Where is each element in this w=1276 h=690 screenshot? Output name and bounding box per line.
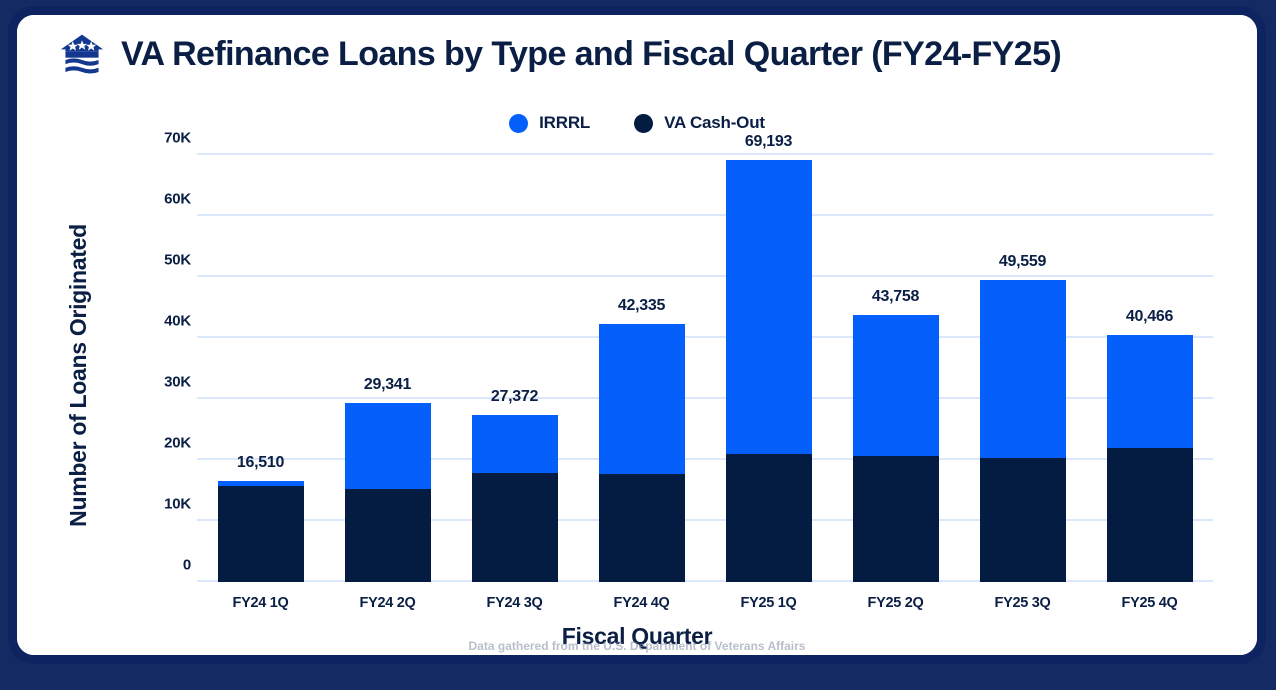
bar-segment-irrrl[interactable] [725, 159, 812, 454]
x-axis-tick-label: FY25 1Q [740, 595, 797, 611]
chart-legend: IRRRL VA Cash-Out [17, 113, 1257, 133]
bar-total-label: 27,372 [490, 388, 539, 406]
bar-group: 16,510 FY24 1Q [197, 155, 324, 611]
bar-stack[interactable] [471, 415, 558, 582]
bar-group: 69,193 FY25 1Q [705, 133, 832, 611]
bar-total-label: 49,559 [998, 252, 1047, 270]
bar-group: 29,341 FY24 2Q [324, 155, 451, 611]
x-axis-title: Fiscal Quarter [561, 623, 713, 649]
footnote-text: Data gathered from the U.S. Department o… [468, 639, 806, 653]
gridline [197, 458, 1213, 460]
y-axis-tick-label: 20K [164, 434, 191, 452]
bar-segment-va-cash-out[interactable] [598, 474, 685, 582]
y-axis-tick-label: 60K [164, 190, 191, 208]
page-title: VA Refinance Loans by Type and Fiscal Qu… [121, 34, 1062, 73]
y-axis-tick-label: 0 [182, 556, 191, 574]
legend-label-va-cash-out: VA Cash-Out [664, 113, 765, 132]
bar-stack[interactable] [598, 323, 685, 582]
bar-stack[interactable] [1106, 335, 1193, 582]
circle-swatch-icon [634, 113, 654, 133]
gridline [197, 580, 1213, 582]
bar-group: 27,372 FY24 3Q [451, 155, 578, 611]
bar-stack[interactable] [725, 159, 812, 582]
bar-group: 49,559 FY25 3Q [959, 155, 1086, 611]
y-axis-title: Number of Loans Originated [64, 223, 91, 527]
bar-segment-va-cash-out[interactable] [979, 458, 1066, 582]
gridline [197, 275, 1213, 277]
y-axis-tick-label: 50K [164, 251, 191, 269]
bar-segment-irrrl[interactable] [344, 403, 431, 490]
bar-total-label: 29,341 [363, 376, 412, 394]
bar-segment-va-cash-out[interactable] [344, 489, 431, 582]
bar-segment-va-cash-out[interactable] [217, 485, 304, 582]
x-axis-tick-label: FY24 4Q [613, 595, 670, 611]
gridline [197, 519, 1213, 521]
bar-segment-irrrl[interactable] [598, 323, 685, 475]
plot-area: 0 10K 20K 30K 40K 50K 60K 70K 16,510 FY24 1Q 29,3… [164, 130, 1213, 611]
bar-stack[interactable] [852, 315, 939, 582]
y-axis-tick-label: 10K [164, 495, 191, 513]
x-axis-tick-label: FY25 4Q [1121, 595, 1178, 611]
chart-header: VA Refinance Loans by Type and Fiscal Qu… [59, 31, 1062, 77]
legend-label-irrrl: IRRRL [539, 113, 591, 132]
legend-item-va-cash-out[interactable]: VA Cash-Out [634, 113, 765, 133]
bar-group: 42,335 FY24 4Q [578, 155, 705, 611]
bar-segment-irrrl[interactable] [852, 315, 939, 456]
gridline [197, 214, 1213, 216]
bar-total-label: 16,510 [236, 454, 285, 472]
circle-swatch-icon [509, 113, 529, 133]
y-axis-tick-label: 40K [164, 312, 191, 330]
bar-segment-va-cash-out[interactable] [1106, 447, 1193, 582]
bar-segment-irrrl[interactable] [979, 279, 1066, 458]
chart-card-border: VA Refinance Loans by Type and Fiscal Qu… [8, 6, 1266, 664]
x-axis-tick-label: FY25 3Q [994, 595, 1051, 611]
bar-total-label: 69,193 [744, 132, 793, 150]
bar-total-label: 40,466 [1125, 308, 1174, 326]
gridline [197, 153, 1213, 155]
bar-stack[interactable] [344, 403, 431, 582]
bar-total-label: 43,758 [871, 288, 920, 306]
x-axis-tick-label: FY24 2Q [359, 595, 416, 611]
bar-segment-va-cash-out[interactable] [852, 455, 939, 582]
bar-stack[interactable] [217, 481, 304, 582]
bar-segment-irrrl[interactable] [217, 481, 304, 486]
y-axis-tick-label: 30K [164, 373, 191, 391]
x-axis-tick-label: FY24 1Q [232, 595, 289, 611]
bar-segment-irrrl[interactable] [471, 415, 558, 474]
va-house-logo-icon [59, 31, 105, 77]
y-axis-tick-label: 70K [164, 129, 191, 147]
bar-segment-va-cash-out[interactable] [471, 473, 558, 582]
bar-total-label: 42,335 [617, 296, 666, 314]
x-axis-tick-label: FY24 3Q [486, 595, 543, 611]
bar-stack[interactable] [979, 279, 1066, 582]
gridline [197, 336, 1213, 338]
legend-item-irrrl[interactable]: IRRRL [509, 113, 590, 133]
gridline [197, 397, 1213, 399]
bar-group: 43,758 FY25 2Q [832, 155, 959, 611]
x-axis-tick-label: FY25 2Q [867, 595, 924, 611]
chart-card: VA Refinance Loans by Type and Fiscal Qu… [17, 15, 1257, 655]
bar-segment-va-cash-out[interactable] [725, 453, 812, 582]
bar-series-container: 16,510 FY24 1Q 29,341 FY24 2Q 27,372 FY24 3Q 4… [197, 133, 1213, 611]
bar-group: 40,466 FY25 4Q [1086, 155, 1213, 611]
bar-segment-irrrl[interactable] [1106, 335, 1193, 448]
